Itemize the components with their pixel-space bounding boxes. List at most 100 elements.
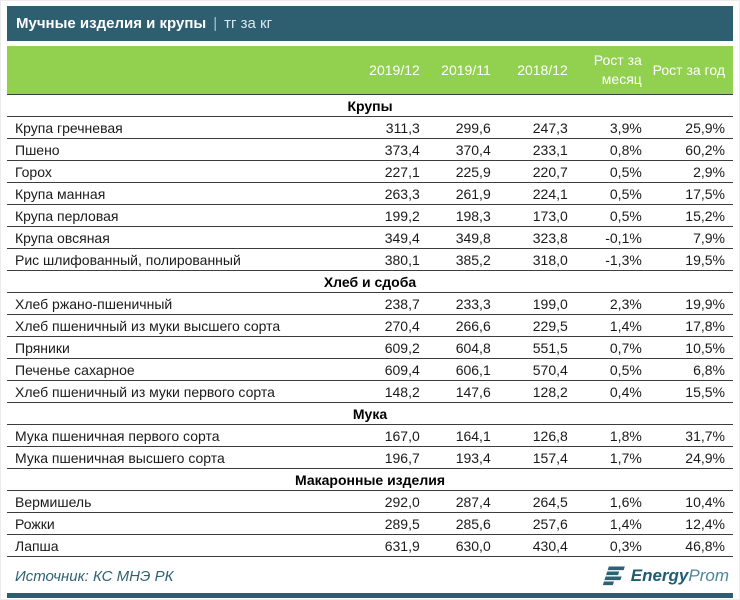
column-header: 2019/12	[352, 46, 428, 95]
value-cell: 148,2	[352, 380, 428, 403]
value-cell: 60,2%	[649, 138, 733, 161]
value-cell: 609,4	[352, 358, 428, 381]
value-cell: 198,3	[427, 204, 499, 227]
page-title: Мучные изделия и крупы	[16, 15, 207, 32]
value-cell: 2,9%	[649, 160, 733, 183]
value-cell: 287,4	[427, 490, 499, 513]
value-cell: 270,4	[352, 314, 428, 337]
value-cell: 551,5	[498, 336, 576, 359]
energyprom-e-icon	[602, 566, 625, 586]
table-row: Печенье сахарное 609,4 606,1 570,4 0,5% 6,8%	[7, 358, 733, 381]
value-cell: 570,4	[498, 358, 576, 381]
value-cell: 7,9%	[649, 226, 733, 249]
value-cell: 430,4	[498, 534, 576, 557]
value-cell: 157,4	[498, 446, 576, 469]
value-cell: 3,9%	[575, 116, 650, 139]
value-cell: 128,2	[498, 380, 576, 403]
value-cell: 373,4	[352, 138, 428, 161]
section-header-row: Мука	[7, 402, 733, 425]
product-name: Хлеб ржано-пшеничный	[7, 292, 353, 315]
value-cell: 299,6	[427, 116, 499, 139]
value-cell: 199,0	[498, 292, 576, 315]
value-cell: 0,4%	[575, 380, 650, 403]
value-cell: 199,2	[352, 204, 428, 227]
value-cell: 24,9%	[649, 446, 733, 469]
section-title: Крупы	[7, 94, 733, 117]
table-row: Крупа манная 263,3 261,9 224,1 0,5% 17,5%	[7, 182, 733, 205]
value-cell: 10,4%	[649, 490, 733, 513]
value-cell: 380,1	[352, 248, 428, 271]
value-cell: 0,3%	[575, 534, 650, 557]
table-row: Пряники 609,2 604,8 551,5 0,7% 10,5%	[7, 336, 733, 359]
table-row: Лапша 631,9 630,0 430,4 0,3% 46,8%	[7, 534, 733, 557]
value-cell: 167,0	[352, 424, 428, 447]
value-cell: 229,5	[498, 314, 576, 337]
value-cell: 289,5	[352, 512, 428, 535]
value-cell: 609,2	[352, 336, 428, 359]
value-cell: 233,3	[427, 292, 499, 315]
section-title: Макаронные изделия	[7, 468, 733, 491]
energyprom-logo: EnergyProm	[602, 566, 729, 586]
table-row: Крупа гречневая 311,3 299,6 247,3 3,9% 25,9%	[7, 116, 733, 139]
product-name: Печенье сахарное	[7, 358, 353, 381]
value-cell: 46,8%	[649, 534, 733, 557]
value-cell: 224,1	[498, 182, 576, 205]
value-cell: 238,7	[352, 292, 428, 315]
value-cell: 19,5%	[649, 248, 733, 271]
value-cell: 1,4%	[575, 314, 650, 337]
value-cell: 196,7	[352, 446, 428, 469]
table-row: Крупа овсяная 349,4 349,8 323,8 -0,1% 7,9%	[7, 226, 733, 249]
value-cell: 6,8%	[649, 358, 733, 381]
value-cell: 193,4	[427, 446, 499, 469]
value-cell: 233,1	[498, 138, 576, 161]
value-cell: 349,4	[352, 226, 428, 249]
value-cell: 0,7%	[575, 336, 650, 359]
column-header-row: 2019/12 2019/11 2018/12 Рост за месяц Рост з…	[7, 46, 733, 95]
value-cell: -0,1%	[575, 226, 650, 249]
value-cell: 1,4%	[575, 512, 650, 535]
value-cell: -1,3%	[575, 248, 650, 271]
product-name: Пряники	[7, 336, 353, 359]
column-header: 2019/11	[427, 46, 499, 95]
value-cell: 311,3	[352, 116, 428, 139]
value-cell: 266,6	[427, 314, 499, 337]
table-row: Рожки 289,5 285,6 257,6 1,4% 12,4%	[7, 512, 733, 535]
value-cell: 19,9%	[649, 292, 733, 315]
value-cell: 604,8	[427, 336, 499, 359]
product-name: Вермишель	[7, 490, 353, 513]
table-row: Хлеб пшеничный из муки первого сорта 148,…	[7, 380, 733, 403]
value-cell: 225,9	[427, 160, 499, 183]
table-row: Рис шлифованный, полированный 380,1 385,2 3…	[7, 248, 733, 271]
product-name: Рис шлифованный, полированный	[7, 248, 353, 271]
value-cell: 323,8	[498, 226, 576, 249]
value-cell: 285,6	[427, 512, 499, 535]
product-name: Крупа гречневая	[7, 116, 353, 139]
value-cell: 2,3%	[575, 292, 650, 315]
product-name: Хлеб пшеничный из муки первого сорта	[7, 380, 353, 403]
value-cell: 292,0	[352, 490, 428, 513]
value-cell: 370,4	[427, 138, 499, 161]
value-cell: 0,5%	[575, 182, 650, 205]
value-cell: 173,0	[498, 204, 576, 227]
table-row: Хлеб ржано-пшеничный 238,7 233,3 199,0 2,3% 1…	[7, 292, 733, 315]
value-cell: 17,8%	[649, 314, 733, 337]
value-cell: 0,5%	[575, 204, 650, 227]
table-row: Горох 227,1 225,9 220,7 0,5% 2,9%	[7, 160, 733, 183]
value-cell: 247,3	[498, 116, 576, 139]
section-title: Хлеб и сдоба	[7, 270, 733, 293]
value-cell: 164,1	[427, 424, 499, 447]
product-name: Горох	[7, 160, 353, 183]
value-cell: 147,6	[427, 380, 499, 403]
value-cell: 31,7%	[649, 424, 733, 447]
value-cell: 0,5%	[575, 160, 650, 183]
table-row: Пшено 373,4 370,4 233,1 0,8% 60,2%	[7, 138, 733, 161]
logo-text: EnergyProm	[631, 566, 729, 586]
value-cell: 0,8%	[575, 138, 650, 161]
value-cell: 17,5%	[649, 182, 733, 205]
value-cell: 12,4%	[649, 512, 733, 535]
value-cell: 257,6	[498, 512, 576, 535]
table-row: Вермишель 292,0 287,4 264,5 1,6% 10,4%	[7, 490, 733, 513]
value-cell: 15,2%	[649, 204, 733, 227]
header-spacer-cell	[7, 46, 353, 95]
section-header-row: Крупы	[7, 94, 733, 117]
